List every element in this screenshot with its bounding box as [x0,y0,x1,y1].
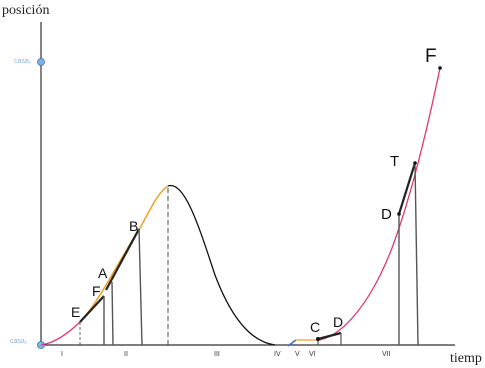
tangent-a-b [105,228,140,291]
label-d-high: D [381,206,392,223]
label-a: A [98,265,108,281]
home-1-label: casa₁ [10,338,28,345]
label-t: T [390,153,399,170]
label-f-low: F [92,283,101,299]
label-b: B [129,218,138,234]
segment-ii: II [124,351,128,358]
segment-i: I [61,351,63,358]
tangent-c-d [317,331,342,341]
segment-iii: III [214,351,220,358]
curve-start [40,319,83,346]
label-c: C [310,319,320,335]
point-f-high-dot [438,66,442,70]
segment-vii: VII [382,351,391,358]
tangent-e-f [79,295,105,323]
home-2-marker [37,58,45,66]
label-f-high: F [425,46,437,67]
curve-stop [287,339,297,347]
home-2-label: casa₂ [14,58,32,65]
y-axis-title: posición [2,3,49,18]
point-d-high-dot [397,212,401,216]
label-e: E [71,304,80,320]
label-d-low: D [333,314,343,330]
point-c-dot [316,337,320,341]
segment-iv: IV [274,351,281,358]
curve-final-rise [319,67,441,341]
segment-v: V [295,351,300,358]
curve-return [167,185,276,346]
drop-t [414,162,419,346]
tangent-d-t [397,162,417,215]
point-t-dot [413,161,417,165]
x-axis-title: tiemp [450,351,482,366]
segment-vi: VI [309,351,316,358]
drop-b [138,228,143,346]
drop-a [111,281,114,346]
